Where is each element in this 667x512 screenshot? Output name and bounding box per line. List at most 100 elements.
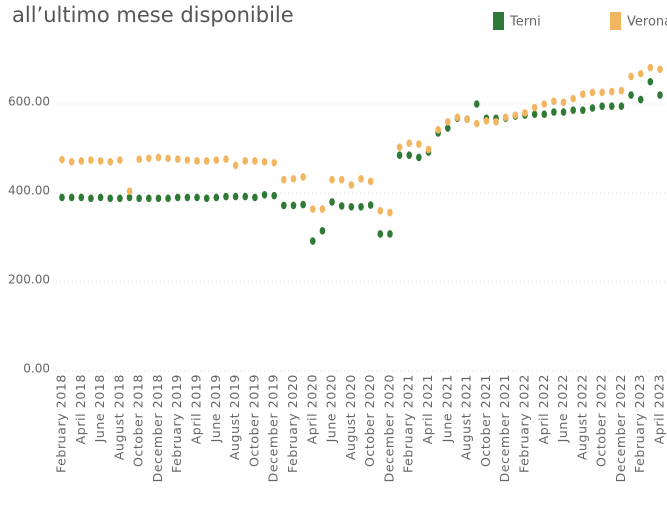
dot [223, 192, 229, 201]
dot [165, 154, 171, 163]
dot [184, 156, 191, 164]
dot [560, 108, 567, 116]
dot [59, 193, 65, 202]
dot [97, 193, 104, 202]
y-tick-label: 600.00 [8, 95, 50, 109]
dot [608, 102, 615, 111]
dot [78, 157, 85, 165]
dot [396, 143, 403, 151]
dot [531, 103, 538, 112]
dot [281, 201, 287, 210]
legend-label: Verona [627, 15, 667, 30]
dot [445, 124, 451, 132]
x-tick-label: April 2018 [73, 374, 88, 444]
x-tick-label: December 2021 [497, 374, 512, 482]
dot [657, 65, 663, 74]
legend-label: Terni [509, 15, 541, 30]
y-tick-label: 400.00 [8, 184, 50, 198]
chart-title: all’ultimo mese disponibile [12, 3, 294, 27]
dot [165, 194, 171, 203]
dot [493, 118, 499, 126]
x-tick-label: October 2022 [594, 374, 609, 467]
dot [416, 140, 422, 148]
dot [252, 193, 258, 202]
dot [473, 119, 480, 128]
x-tick-label: February 2021 [401, 374, 416, 473]
dot [628, 72, 634, 81]
dot [261, 190, 268, 199]
dot [531, 110, 538, 119]
dot [647, 63, 654, 72]
dot [59, 155, 65, 164]
dot [637, 95, 644, 104]
dot [242, 192, 249, 201]
dot [271, 191, 277, 200]
dot [560, 98, 567, 107]
dot [117, 156, 123, 164]
dot [194, 193, 200, 202]
dot [290, 174, 297, 183]
dot [136, 194, 142, 203]
dot [657, 91, 663, 99]
dot [541, 110, 548, 119]
dot [271, 158, 277, 167]
dot [580, 90, 586, 99]
legend-swatch [610, 12, 621, 30]
dot [126, 187, 133, 196]
dot [387, 230, 393, 238]
dot [223, 155, 229, 163]
x-tick-label: June 2021 [439, 374, 454, 443]
dot [126, 193, 133, 202]
x-tick-label: February 2019 [169, 374, 184, 473]
dot [68, 193, 75, 202]
dot [155, 194, 162, 203]
dot [589, 104, 596, 112]
x-tick-label: December 2022 [613, 374, 628, 482]
x-tick-label: December 2019 [266, 374, 281, 482]
dot [589, 88, 596, 97]
dot [338, 202, 345, 210]
dot [309, 205, 316, 213]
dot [319, 205, 326, 213]
x-tick-label: February 2018 [54, 374, 69, 473]
x-tick-label: February 2023 [632, 374, 647, 473]
dot [107, 194, 114, 203]
dot [203, 194, 210, 203]
dot [97, 157, 104, 165]
dot [319, 227, 326, 235]
dot [174, 155, 181, 163]
x-tick-label: April 2021 [420, 374, 435, 444]
dot [213, 156, 220, 164]
x-tick-label: December 2018 [150, 374, 165, 482]
x-tick-label: April 2019 [189, 374, 204, 444]
dot [309, 237, 316, 245]
dot [146, 154, 152, 163]
dot [232, 161, 239, 170]
x-tick-label: April 2022 [536, 374, 551, 444]
dot [213, 193, 220, 202]
dot [406, 139, 413, 147]
dot [242, 157, 249, 165]
x-tick-label: August 2020 [343, 374, 358, 460]
dot [329, 198, 335, 206]
dot [464, 115, 470, 123]
x-tick-label: August 2021 [459, 374, 474, 460]
dot [628, 91, 634, 99]
dot [146, 194, 152, 203]
x-tick-label: August 2018 [111, 374, 126, 460]
dot [232, 192, 239, 201]
dot [348, 181, 355, 189]
dot [329, 175, 335, 184]
dot [358, 202, 364, 211]
y-tick-label: 0.00 [23, 362, 50, 376]
dot [300, 173, 306, 181]
x-tick-label: February 2022 [516, 374, 531, 473]
dot [78, 193, 85, 202]
dot [647, 77, 654, 86]
x-tick-label: April 2020 [304, 374, 319, 444]
dot [425, 145, 432, 154]
dot [580, 106, 586, 115]
dot [174, 193, 181, 202]
dot [551, 97, 557, 106]
